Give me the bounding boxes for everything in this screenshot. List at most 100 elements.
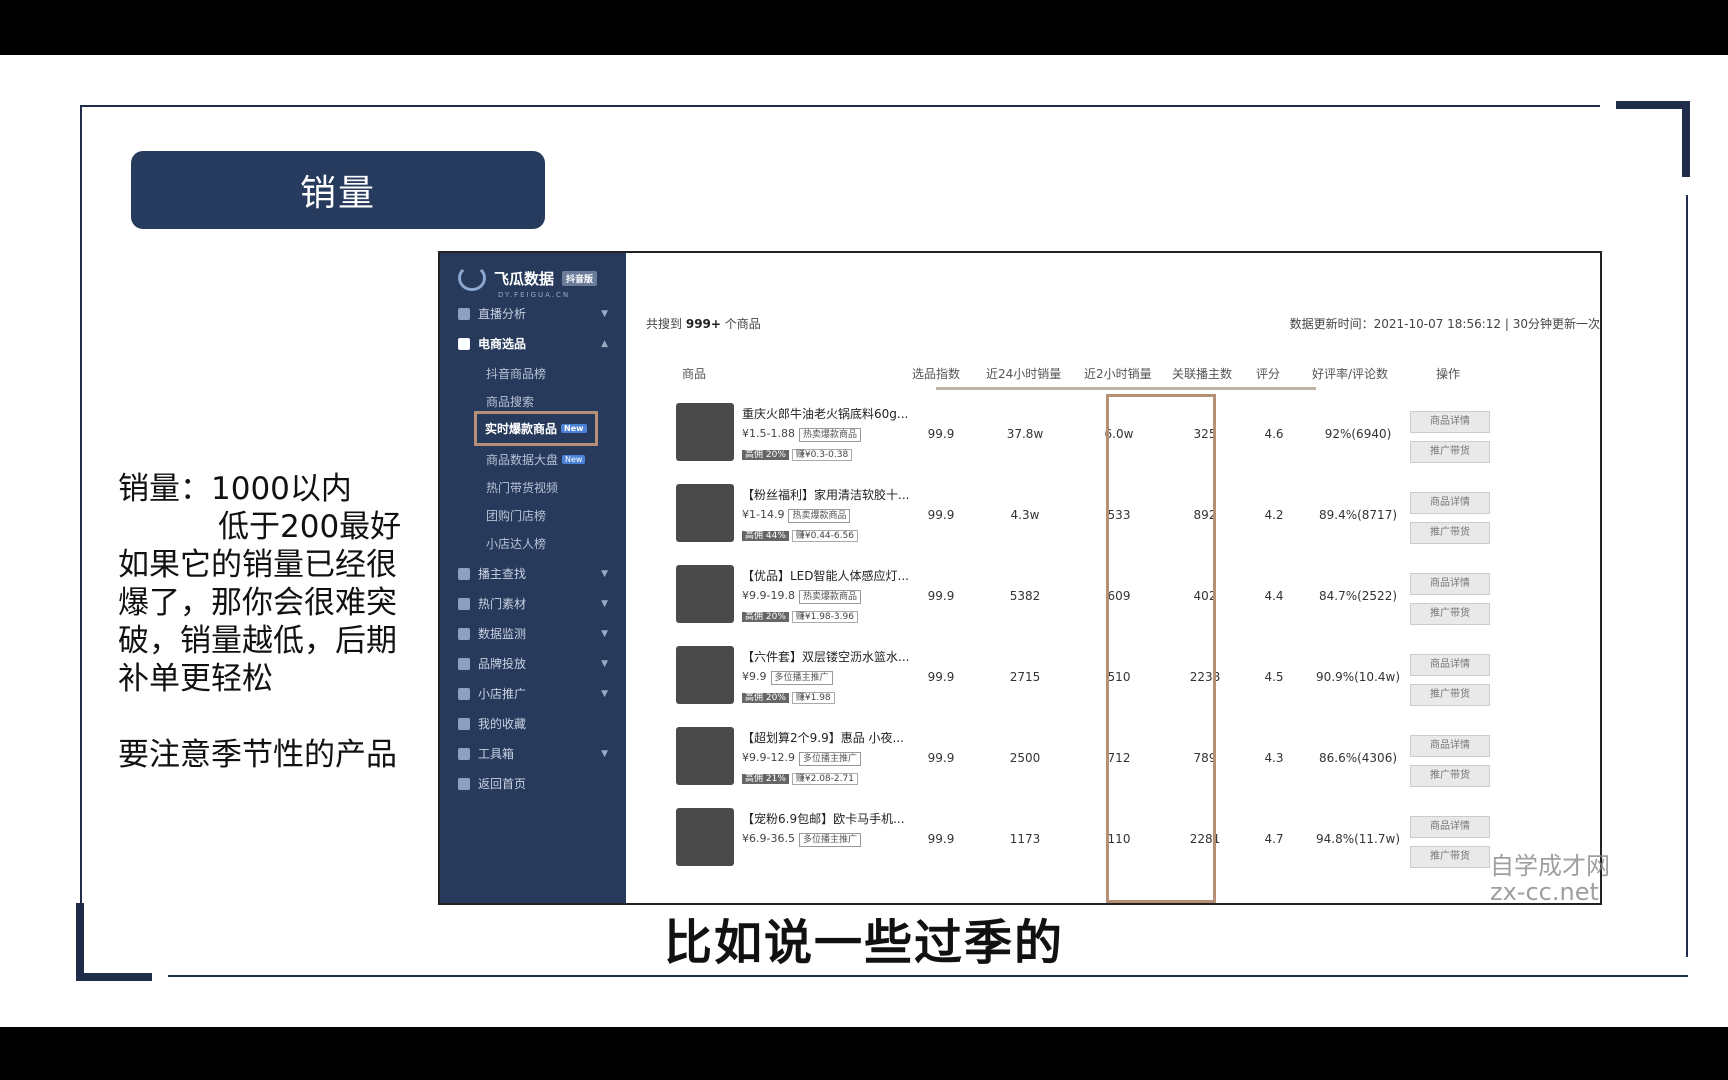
subnav-shop-talent[interactable]: 小店达人榜 bbox=[486, 535, 546, 552]
promote-button[interactable]: 推广带货 bbox=[1410, 522, 1490, 544]
product-name[interactable]: 【六件套】双层镂空沥水篮水... bbox=[742, 650, 910, 664]
logo[interactable]: 飞瓜数据 抖音版 bbox=[458, 265, 598, 291]
commission-earn: 赚¥2.08-2.71 bbox=[791, 773, 858, 785]
header-sales-24h[interactable]: 近24小时销量 bbox=[986, 367, 1062, 381]
update-time: 数据更新时间：2021-10-07 18:56:12 | 30分钟更新一次 bbox=[1289, 317, 1600, 331]
promote-button[interactable]: 推广带货 bbox=[1410, 846, 1490, 868]
sales-2h-cell: 533 bbox=[1107, 508, 1131, 522]
nav-shop-promo[interactable]: 小店推广 ▼ bbox=[458, 685, 608, 702]
product-name[interactable]: 重庆火郎牛油老火锅底料60g... bbox=[742, 407, 909, 421]
product-name[interactable]: 【宠粉6.9包邮】欧卡马手机... bbox=[742, 812, 905, 826]
product-price: ¥9.9 多位播主推广 bbox=[742, 670, 833, 685]
subnav-label: 团购门店榜 bbox=[486, 509, 547, 523]
subnav-douyin-rank[interactable]: 抖音商品榜 bbox=[486, 365, 546, 382]
product-tag: 多位播主推广 bbox=[798, 833, 861, 847]
product-name[interactable]: 【超划算2个9.9】惠品 小夜... bbox=[742, 731, 904, 745]
commission-earn: 赚¥0.3-0.38 bbox=[791, 449, 853, 461]
rating-cell: 84.7%(2522) bbox=[1318, 589, 1398, 603]
product-thumbnail[interactable] bbox=[676, 808, 734, 866]
product-detail-button[interactable]: 商品详情 bbox=[1410, 735, 1490, 757]
sales-24h-cell: 1173 bbox=[1009, 832, 1041, 846]
result-count: 共搜到 999+ 个商品 bbox=[646, 315, 761, 332]
nav-toolbox[interactable]: 工具箱 ▼ bbox=[458, 745, 608, 762]
sales-24h-cell: 5382 bbox=[1009, 589, 1041, 603]
header-product: 商品 bbox=[682, 367, 707, 381]
commission-earn: 赚¥0.44-6.56 bbox=[791, 530, 858, 542]
promote-button[interactable]: 推广带货 bbox=[1410, 441, 1490, 463]
header-score[interactable]: 评分 bbox=[1256, 367, 1281, 381]
product-name[interactable]: 【优品】LED智能人体感应灯... bbox=[742, 569, 909, 583]
product-thumbnail[interactable] bbox=[676, 727, 734, 785]
fire-icon bbox=[458, 597, 470, 610]
table-row[interactable]: 【宠粉6.9包邮】欧卡马手机... ¥6.9-36.5 多位播主推广 99.9 1173… bbox=[626, 808, 1600, 898]
nav-home[interactable]: 返回首页 bbox=[458, 775, 608, 792]
product-detail-button[interactable]: 商品详情 bbox=[1410, 492, 1490, 514]
commission: 高佣 44% 赚¥0.44-6.56 bbox=[742, 528, 858, 542]
index-cell: 99.9 bbox=[927, 508, 955, 522]
count-prefix: 共搜到 bbox=[646, 317, 683, 331]
product-thumbnail[interactable] bbox=[676, 403, 734, 461]
nav-label: 我的收藏 bbox=[478, 717, 527, 731]
streamers-cell: 2238 bbox=[1189, 670, 1221, 684]
header-streamers[interactable]: 关联播主数 bbox=[1172, 367, 1233, 381]
sales-24h-cell: 37.8w bbox=[1006, 427, 1044, 441]
promote-button[interactable]: 推广带货 bbox=[1410, 684, 1490, 706]
nav-live-analysis[interactable]: 直播分析 ▼ bbox=[458, 305, 608, 322]
star-icon bbox=[458, 717, 470, 730]
product-detail-button[interactable]: 商品详情 bbox=[1410, 654, 1490, 676]
header-rating[interactable]: 好评率/评论数 bbox=[1312, 367, 1389, 381]
nav-favorites[interactable]: 我的收藏 bbox=[458, 715, 608, 732]
product-detail-button[interactable]: 商品详情 bbox=[1410, 573, 1490, 595]
product-thumbnail[interactable] bbox=[676, 565, 734, 623]
table-row[interactable]: 重庆火郎牛油老火锅底料60g... ¥1.5-1.88 热卖爆款商品 高佣 20% 赚¥… bbox=[626, 403, 1600, 493]
product-thumbnail[interactable] bbox=[676, 484, 734, 542]
note-line: 销量：1000以内 bbox=[118, 471, 352, 507]
corner-top-right-v bbox=[1682, 101, 1690, 177]
table-row[interactable]: 【超划算2个9.9】惠品 小夜... ¥9.9-12.9 多位播主推广 高佣 21% 赚… bbox=[626, 727, 1600, 817]
header-index[interactable]: 选品指数 bbox=[912, 367, 961, 381]
subnav-product-search[interactable]: 商品搜索 bbox=[486, 393, 534, 410]
corner-top-right-h bbox=[1616, 101, 1690, 109]
promote-button[interactable]: 推广带货 bbox=[1410, 603, 1490, 625]
rating-cell: 92%(6940) bbox=[1324, 427, 1392, 441]
chevron-down-icon: ▼ bbox=[601, 308, 608, 319]
slide: 销量 销量：1000以内 低于200最好 如果它的销量已经很 爆了，那你会很难突… bbox=[0, 55, 1728, 1027]
video-subtitle: 比如说一些过季的 bbox=[663, 915, 1064, 971]
count-value: 999+ bbox=[685, 317, 721, 331]
table-row[interactable]: 【粉丝福利】家用清洁软胶十... ¥1-14.9 热卖爆款商品 高佣 44% 赚¥0.4… bbox=[626, 484, 1600, 574]
product-thumbnail[interactable] bbox=[676, 646, 734, 704]
table-row[interactable]: 【六件套】双层镂空沥水篮水... ¥9.9 多位播主推广 高佣 20% 赚¥1.98 99… bbox=[626, 646, 1600, 736]
nav-hot-material[interactable]: 热门素材 ▼ bbox=[458, 595, 608, 612]
commission: 高佣 20% 赚¥0.3-0.38 bbox=[742, 447, 853, 461]
nav-find-streamer[interactable]: 播主查找 ▼ bbox=[458, 565, 608, 582]
sales-24h-cell: 2715 bbox=[1009, 670, 1041, 684]
rating-cell: 89.4%(8717) bbox=[1318, 508, 1398, 522]
product-detail-button[interactable]: 商品详情 bbox=[1410, 411, 1490, 433]
nav-data-monitor[interactable]: 数据监测 ▼ bbox=[458, 625, 608, 642]
subnav-group-stores[interactable]: 团购门店榜 bbox=[486, 507, 546, 524]
subnav-data-board[interactable]: 商品数据大盘 New bbox=[486, 451, 586, 468]
commission: 高佣 21% 赚¥2.08-2.71 bbox=[742, 771, 858, 785]
corner-bottom-left-h bbox=[76, 973, 152, 981]
header-sales-2h[interactable]: 近2小时销量 bbox=[1084, 367, 1152, 381]
subnav-realtime-hot[interactable]: 实时爆款商品 New bbox=[474, 411, 598, 446]
nav-brand-ads[interactable]: 品牌投放 ▼ bbox=[458, 655, 608, 672]
streamers-cell: 2281 bbox=[1189, 832, 1221, 846]
nav-ecommerce[interactable]: 电商选品 ▲ bbox=[458, 335, 608, 352]
nav-label: 直播分析 bbox=[478, 307, 527, 321]
main-content: 共搜到 999+ 个商品 数据更新时间：2021-10-07 18:56:12 … bbox=[626, 253, 1600, 903]
product-price: ¥9.9-12.9 多位播主推广 bbox=[742, 751, 861, 766]
corner-bottom-left-v bbox=[76, 903, 84, 981]
note-line: 破，销量越低，后期 bbox=[118, 623, 397, 659]
product-tag: 多位播主推广 bbox=[770, 671, 833, 685]
product-detail-button[interactable]: 商品详情 bbox=[1410, 816, 1490, 838]
sales-2h-cell: 712 bbox=[1107, 751, 1131, 765]
subnav-label: 商品搜索 bbox=[486, 395, 535, 409]
promote-button[interactable]: 推广带货 bbox=[1410, 765, 1490, 787]
table-row[interactable]: 【优品】LED智能人体感应灯... ¥9.9-19.8 热卖爆款商品 高佣 20% 赚¥… bbox=[626, 565, 1600, 655]
chevron-down-icon: ▼ bbox=[601, 568, 608, 579]
commission-rate: 高佣 20% bbox=[742, 450, 789, 460]
product-name[interactable]: 【粉丝福利】家用清洁软胶十... bbox=[742, 488, 910, 502]
watermark: 自学成才网 zx-cc.net bbox=[1490, 853, 1610, 905]
subnav-hot-videos[interactable]: 热门带货视频 bbox=[486, 479, 558, 496]
